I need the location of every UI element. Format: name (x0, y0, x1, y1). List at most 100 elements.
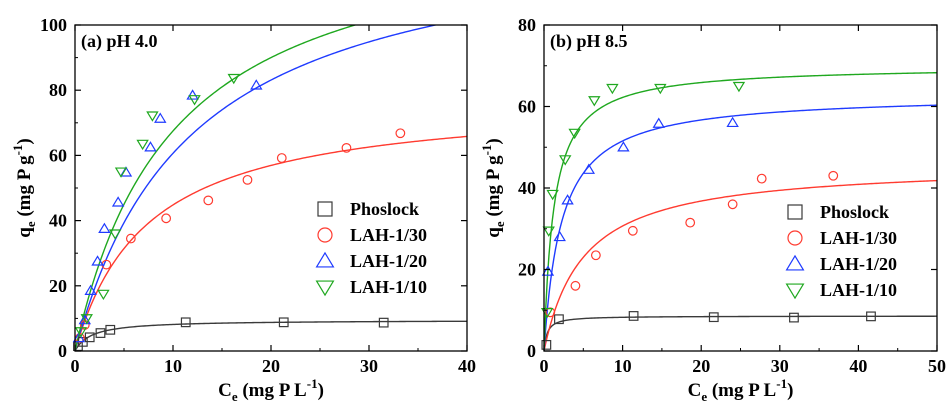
plot-frame (74, 24, 468, 352)
data-point (98, 222, 111, 234)
data-point (617, 141, 630, 152)
data-point (590, 250, 601, 261)
legend-marker-2 (315, 251, 335, 268)
panel-label: (b) pH 8.5 (550, 31, 628, 52)
data-point (278, 317, 289, 328)
data-point (559, 155, 572, 166)
data-point (78, 313, 92, 325)
y-tick-label: 40 (49, 211, 67, 231)
data-point (756, 173, 767, 184)
y-tick-label: 20 (49, 276, 67, 296)
data-point (114, 167, 128, 178)
y-tick-label: 60 (49, 145, 67, 165)
x-tick-label: 30 (771, 356, 789, 376)
x-tick-label: 40 (849, 356, 867, 376)
data-point (80, 314, 93, 325)
data-point (628, 311, 639, 321)
data-point (570, 280, 581, 291)
panel-label: (a) pH 4.0 (81, 31, 158, 52)
data-point (545, 307, 556, 318)
legend-label-0: Phoslock (820, 202, 889, 222)
data-point (125, 233, 136, 244)
y-tick-label: 60 (518, 97, 536, 117)
data-point (866, 311, 876, 322)
y-axis-title: qe (mg P g-1) (10, 138, 38, 238)
x-tick-label: 40 (458, 356, 476, 376)
data-point (250, 79, 263, 90)
data-point (828, 170, 839, 181)
y-tick-label: 20 (518, 260, 536, 280)
data-point (606, 83, 619, 95)
legend-marker-0 (317, 201, 333, 217)
data-point (91, 255, 104, 266)
legend: Phoslock LAH-1/30 LAH-1/20 LAH-1/10 (315, 199, 427, 297)
x-axis-title: Ce (mg P L-1) (218, 376, 324, 404)
data-point (654, 83, 667, 95)
data-point (95, 328, 106, 338)
series-2-points (72, 79, 263, 343)
data-point (161, 213, 172, 224)
data-point (227, 73, 240, 85)
y-tick-label: 100 (40, 15, 67, 35)
data-point (541, 265, 555, 276)
series-3-points (540, 81, 746, 319)
data-point (276, 153, 287, 163)
x-tick-label: 0 (71, 356, 80, 376)
data-point (708, 312, 719, 323)
data-point (180, 317, 191, 328)
data-point (186, 89, 199, 100)
data-point (242, 174, 253, 185)
x-tick-label: 0 (540, 356, 549, 376)
data-point (97, 289, 110, 301)
y-tick-label: 80 (49, 80, 67, 100)
data-point (554, 314, 564, 325)
x-tick-label: 10 (614, 356, 632, 376)
data-point (546, 189, 559, 201)
data-point (188, 95, 201, 106)
legend-label-2: LAH-1/20 (820, 254, 897, 274)
data-point (378, 317, 389, 328)
legend-marker-3 (785, 283, 805, 300)
fit-curve-0 (75, 320, 467, 351)
data-point (395, 128, 406, 139)
data-point (582, 163, 596, 174)
fit-curve-3 (75, 25, 358, 351)
data-point (203, 195, 214, 206)
legend-label-1: LAH-1/30 (820, 228, 897, 248)
data-point (627, 225, 638, 236)
data-point (72, 331, 86, 343)
series-1-points (545, 170, 839, 318)
data-point (154, 112, 167, 123)
legend-label-0: Phoslock (350, 199, 419, 219)
y-tick-label: 0 (58, 341, 67, 361)
data-point (105, 324, 116, 335)
legend: Phoslock LAH-1/30 LAH-1/20 LAH-1/10 (785, 202, 897, 300)
data-point (561, 194, 574, 205)
fit-curve-2 (544, 104, 937, 351)
legend-label-3: LAH-1/10 (820, 280, 897, 300)
legend-marker-0 (787, 204, 803, 220)
fit-curve-3 (544, 72, 937, 351)
y-tick-label: 0 (527, 341, 536, 361)
data-point (588, 96, 601, 107)
data-point (136, 139, 149, 151)
data-point (568, 128, 581, 140)
y-tick-label: 80 (518, 15, 536, 35)
x-axis-title: Ce (mg P L-1) (688, 376, 794, 404)
legend-marker-1 (317, 227, 333, 243)
legend-marker-1 (787, 230, 803, 246)
series-3-points (74, 73, 240, 338)
panel-b: 0 10 20 30 40 50 0 20 40 60 80 Ce (mg P L-1) qe (mg … (479, 15, 946, 404)
y-axis-title: qe (mg P g-1) (479, 138, 507, 238)
panel-a: 0 10 20 30 40 0 20 40 60 80 100 Ce (mg P L-1) qe (mg… (10, 15, 476, 404)
legend-marker-3 (315, 280, 335, 297)
fit-curve-1 (75, 135, 467, 351)
data-point (542, 226, 555, 237)
fit-curve-2 (75, 25, 439, 351)
legend-label-3: LAH-1/10 (350, 277, 427, 297)
y-tick-label: 40 (518, 178, 536, 198)
x-tick-label: 10 (164, 356, 182, 376)
legend-label-1: LAH-1/30 (350, 225, 427, 245)
x-tick-label: 20 (692, 356, 710, 376)
data-point (726, 116, 739, 128)
